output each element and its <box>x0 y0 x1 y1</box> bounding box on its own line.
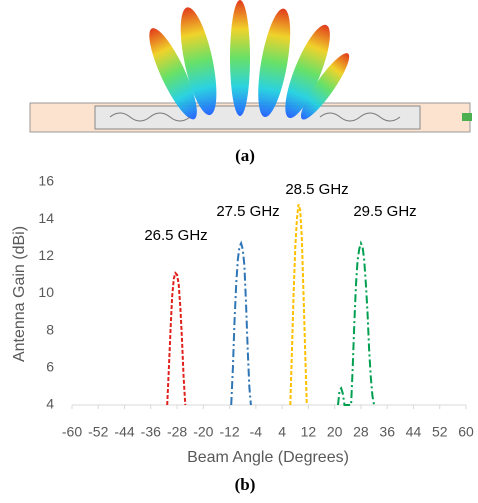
caption: (b) <box>235 475 256 494</box>
annotation: 27.5 GHz <box>216 203 279 220</box>
y-tick-label: 12 <box>38 247 54 263</box>
x-tick-label: -20 <box>193 424 213 440</box>
y-tick-label: 4 <box>46 396 54 412</box>
x-tick-label: -60 <box>62 424 82 440</box>
x-tick-label: -4 <box>250 424 263 440</box>
y-axis-title: Antenna Gain (dBi) <box>11 226 28 362</box>
annotation: 26.5 GHz <box>144 227 207 244</box>
x-tick-label: -36 <box>141 424 161 440</box>
annotation: 28.5 GHz <box>285 181 348 198</box>
x-tick-label: 4 <box>278 424 286 440</box>
x-tick-label: -12 <box>219 424 239 440</box>
series-line <box>166 271 187 406</box>
series-line <box>230 240 252 406</box>
x-tick-label: 20 <box>327 424 343 440</box>
y-tick-label: 8 <box>46 321 54 337</box>
antenna-illustration <box>29 0 472 133</box>
x-tick-label: 28 <box>353 424 369 440</box>
x-tick-label: -52 <box>88 424 108 440</box>
x-tick-label: 44 <box>406 424 422 440</box>
caption: (a) <box>235 146 255 165</box>
y-tick-label: 16 <box>38 173 54 189</box>
series-line <box>337 240 376 406</box>
x-tick-label: 52 <box>432 424 448 440</box>
y-tick-label: 10 <box>38 284 54 300</box>
y-tick-label: 14 <box>38 210 54 226</box>
x-tick-label: -44 <box>114 424 134 440</box>
annotation: 29.5 GHz <box>353 203 416 220</box>
x-tick-label: 60 <box>458 424 474 440</box>
x-axis-title: Beam Angle (Degrees) <box>187 449 349 466</box>
x-tick-label: -28 <box>167 424 187 440</box>
x-tick-label: 36 <box>379 424 395 440</box>
x-tick-label: 12 <box>301 424 317 440</box>
y-tick-label: 6 <box>46 359 54 375</box>
series-line <box>289 204 308 406</box>
